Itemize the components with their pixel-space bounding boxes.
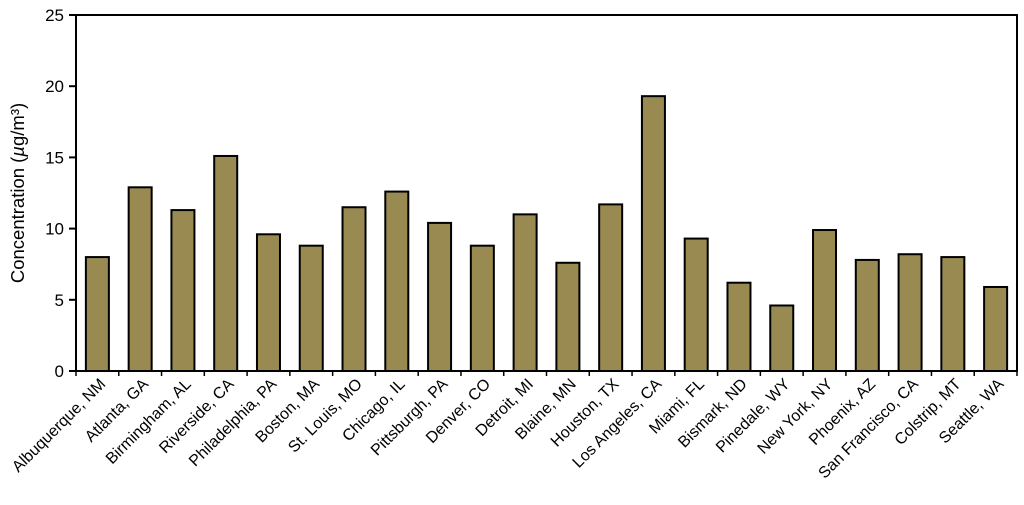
y-tick-label: 20: [45, 77, 64, 96]
bar: [555, 261, 581, 372]
bar: [84, 256, 110, 372]
y-tick-label: 0: [55, 362, 64, 381]
bar: [341, 206, 367, 372]
bar: [427, 221, 453, 372]
bar: [255, 233, 281, 372]
bar: [598, 203, 624, 372]
bar: [897, 253, 923, 372]
bar: [298, 244, 324, 372]
x-tick-label: Riverside, CA: [156, 376, 237, 457]
bar: [683, 237, 709, 372]
bar: [769, 304, 795, 372]
bar: [726, 281, 752, 373]
bar: [384, 190, 410, 372]
bar: [983, 285, 1009, 373]
x-tick-label: New York, NY: [755, 376, 837, 458]
bar: [213, 154, 239, 372]
y-tick-label: 10: [45, 220, 64, 239]
bar: [170, 209, 196, 372]
bar: [127, 186, 153, 372]
y-axis-title: Concentration (µg/m³): [7, 103, 28, 283]
y-tick-label: 25: [45, 6, 64, 25]
bar: [812, 229, 838, 372]
bar: [640, 95, 666, 372]
bar: [854, 258, 880, 373]
bar: [940, 256, 966, 372]
x-tick-label: Pinedale, WY: [713, 376, 794, 457]
bar: [469, 244, 495, 372]
x-tick-label: St. Louis, MO: [285, 376, 366, 457]
bar: [512, 213, 538, 372]
y-tick-label: 5: [55, 291, 64, 310]
x-tick-label: Pittsburgh, PA: [368, 376, 452, 460]
y-tick-label: 15: [45, 148, 64, 167]
